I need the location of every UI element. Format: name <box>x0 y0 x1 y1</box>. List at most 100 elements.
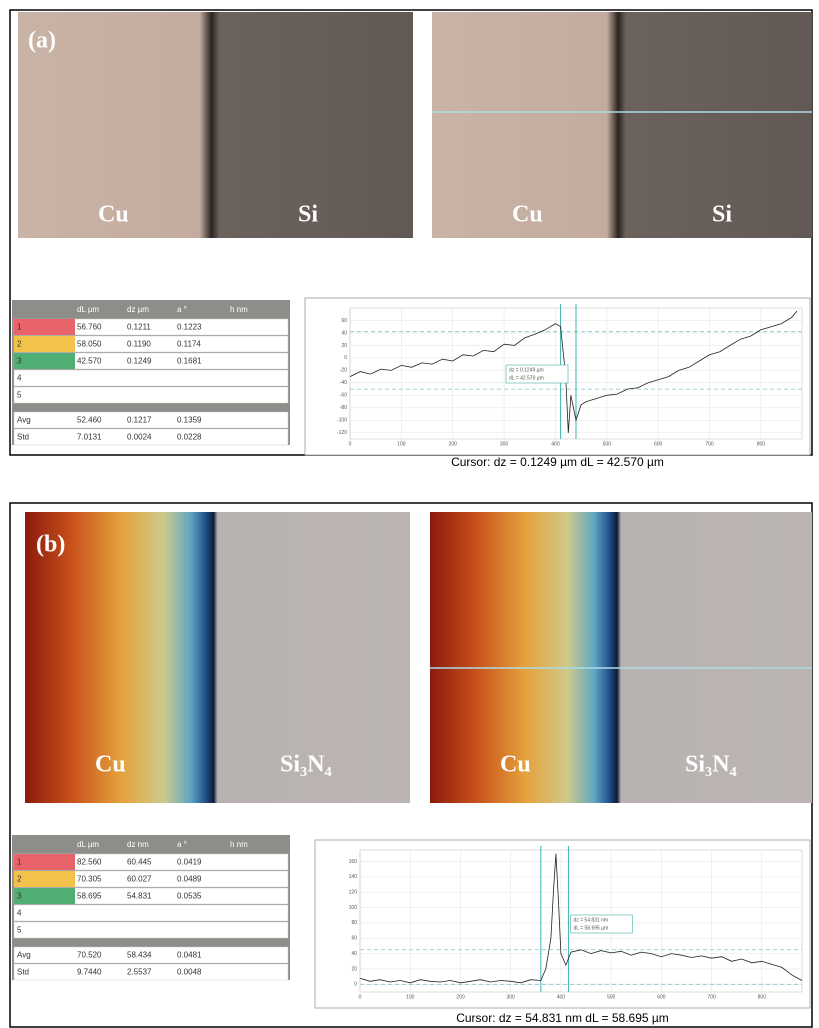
row-id: 5 <box>17 391 22 400</box>
material-label: Si₃N₄ <box>280 752 332 778</box>
row-bg <box>13 411 289 429</box>
material-label: Cu <box>98 202 129 228</box>
micrograph <box>432 12 812 238</box>
table-cell: 0.1217 <box>127 416 152 425</box>
x-tick-label: 200 <box>449 441 458 447</box>
row-id: 2 <box>17 875 22 884</box>
y-tick-label: -60 <box>340 393 347 399</box>
plot-area <box>359 849 803 993</box>
y-tick-label: 100 <box>349 905 358 911</box>
x-tick-label: 800 <box>758 994 767 1000</box>
readout-box <box>505 364 569 384</box>
y-tick-label: -100 <box>337 418 347 424</box>
panel-label: (a) <box>28 28 56 54</box>
readout-text: dL = 42.570 µm <box>509 375 544 381</box>
y-tick-label: 120 <box>349 890 358 896</box>
row-swatch <box>14 319 75 335</box>
y-tick-label: 160 <box>349 859 358 865</box>
column-header: a ° <box>177 840 187 849</box>
material-label: Cu <box>95 752 126 778</box>
column-header: dL µm <box>77 840 99 849</box>
material-label: Si <box>712 202 732 228</box>
y-tick-label: 140 <box>349 874 358 880</box>
y-tick-label: -80 <box>340 405 347 411</box>
y-tick-label: 80 <box>351 920 357 926</box>
table-cell: 2.5537 <box>127 968 152 977</box>
x-tick-label: 300 <box>500 441 509 447</box>
profile-line <box>349 310 798 433</box>
x-tick-label: 100 <box>406 994 415 1000</box>
cursor-caption: Cursor: dz = 54.831 nm dL = 58.695 µm <box>456 1011 669 1025</box>
x-tick-label: 400 <box>551 441 560 447</box>
row-id: 4 <box>17 374 22 383</box>
material-label: Si <box>298 202 318 228</box>
micrograph <box>430 512 812 803</box>
row-id: Std <box>17 433 29 442</box>
row-id: 3 <box>17 892 22 901</box>
row-id: 4 <box>17 909 22 918</box>
micrograph <box>25 512 410 803</box>
x-tick-label: 300 <box>507 994 516 1000</box>
x-tick-label: 700 <box>707 994 716 1000</box>
row-swatch <box>14 854 75 870</box>
x-tick-label: 800 <box>757 441 766 447</box>
x-tick-label: 500 <box>607 994 616 1000</box>
material-label: Cu <box>512 202 543 228</box>
profile-line <box>359 853 803 984</box>
x-tick-label: 600 <box>657 994 666 1000</box>
table-cell: 52.460 <box>77 416 102 425</box>
readout-text: dz = 0.1249 µm <box>509 367 544 373</box>
panel-label: (b) <box>36 532 65 558</box>
row-bg <box>13 428 289 446</box>
y-tick-label: -40 <box>340 380 347 386</box>
table-cell: 70.520 <box>77 951 102 960</box>
column-header: h nm <box>230 840 248 849</box>
table-cell: 0.0489 <box>177 875 202 884</box>
table-cell: 58.050 <box>77 340 102 349</box>
table-cell: 0.0024 <box>127 433 152 442</box>
x-tick-label: 700 <box>705 441 714 447</box>
table-cell: 0.0228 <box>177 433 202 442</box>
x-tick-label: 100 <box>397 441 406 447</box>
readout-box <box>570 914 633 934</box>
micrograph <box>18 12 413 238</box>
material-label: Cu <box>500 752 531 778</box>
row-bg <box>13 904 289 922</box>
column-header: a ° <box>177 305 187 314</box>
table-cell: 0.1174 <box>177 340 201 349</box>
column-header: dL µm <box>77 305 99 314</box>
y-tick-label: 60 <box>341 318 347 324</box>
table-cell: 0.1249 <box>127 357 152 366</box>
y-tick-label: -120 <box>337 430 347 436</box>
row-swatch <box>14 871 75 887</box>
row-id: 3 <box>17 357 22 366</box>
column-header: h nm <box>230 305 248 314</box>
chart-frame <box>314 839 811 1009</box>
row-swatch <box>14 888 75 904</box>
row-bg <box>13 921 289 939</box>
column-header: dz nm <box>127 840 149 849</box>
y-tick-label: 40 <box>351 951 357 957</box>
row-id: Avg <box>17 951 31 960</box>
table-cell: 0.0481 <box>177 951 202 960</box>
table-cell: 60.027 <box>127 875 152 884</box>
y-tick-label: 0 <box>354 982 357 988</box>
table-cell: 0.1681 <box>177 357 202 366</box>
table-cell: 60.445 <box>127 858 152 867</box>
row-id: 1 <box>17 858 22 867</box>
row-swatch <box>14 336 75 352</box>
table-cell: 42.570 <box>77 357 102 366</box>
table-cell: 0.1211 <box>127 323 151 332</box>
y-tick-label: 20 <box>351 966 357 972</box>
row-id: Std <box>17 968 29 977</box>
table-cell: 7.0131 <box>77 433 102 442</box>
table-cell: 0.0048 <box>177 968 202 977</box>
table-cell: 58.695 <box>77 892 102 901</box>
row-bg <box>13 946 289 964</box>
y-tick-label: 0 <box>344 355 347 361</box>
row-swatch <box>14 353 75 369</box>
table-cell: 0.0535 <box>177 892 202 901</box>
y-tick-label: -20 <box>340 368 347 374</box>
cursor-caption: Cursor: dz = 0.1249 µm dL = 42.570 µm <box>451 455 664 469</box>
